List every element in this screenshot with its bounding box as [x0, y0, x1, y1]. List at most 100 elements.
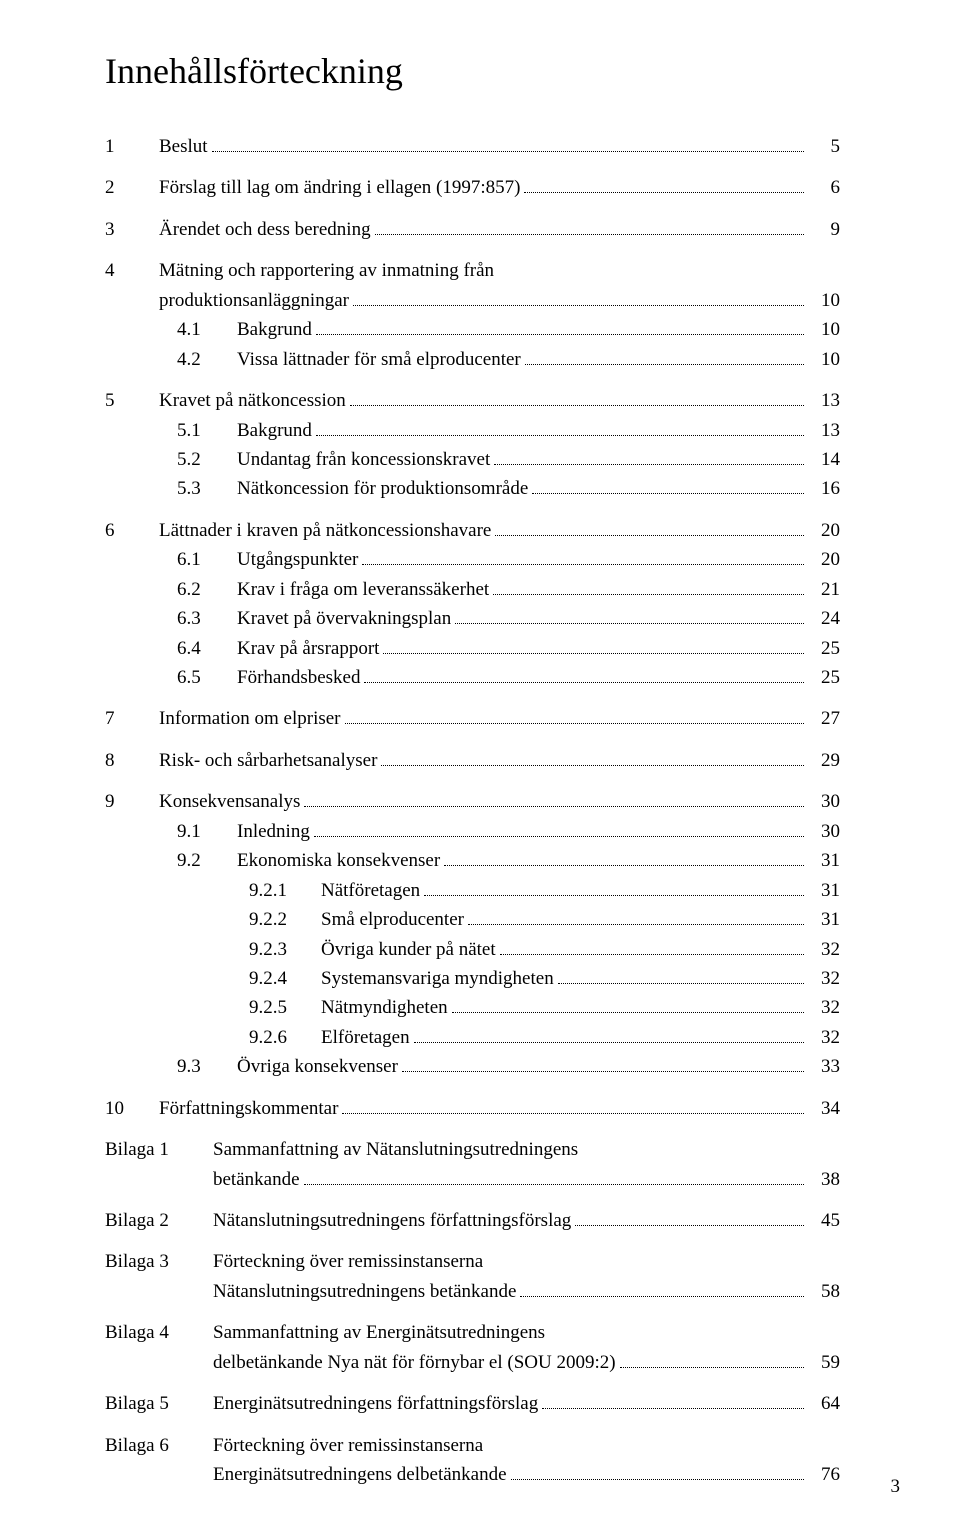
- toc-leader: [575, 1208, 804, 1226]
- toc-entry-page: 25: [808, 634, 840, 663]
- toc-entry: 4Mätning och rapportering av inmatning f…: [105, 256, 840, 315]
- toc-row: 2Förslag till lag om ändring i ellagen (…: [105, 173, 840, 202]
- toc-row: 4Mätning och rapportering av inmatning f…: [105, 256, 840, 285]
- toc-entry-text: Ärendet och dess beredning: [159, 215, 371, 244]
- toc-entry-text: Beslut: [159, 132, 208, 161]
- toc-entry-number: 9.2.4: [249, 964, 321, 993]
- toc-leader: [493, 577, 804, 595]
- toc-leader: [375, 217, 804, 235]
- toc-entry-page: 20: [808, 545, 840, 574]
- toc-entry: Bilaga 1Sammanfattning av Nätanslutnings…: [105, 1135, 840, 1194]
- toc-entry-text: Risk- och sårbarhetsanalyser: [159, 746, 377, 775]
- toc-entry-page: 21: [808, 575, 840, 604]
- toc-row: 7Information om elpriser27: [105, 704, 840, 733]
- toc-entry-text: Ekonomiska konsekvenser: [237, 846, 440, 875]
- toc-entry: 4.1Bakgrund10: [105, 315, 840, 344]
- toc-row: 9.2.6Elföretagen32: [105, 1023, 840, 1052]
- toc-entry-number: 5.3: [177, 474, 237, 503]
- toc-leader: [383, 635, 804, 653]
- toc-entry-text: Konsekvensanalys: [159, 787, 300, 816]
- toc-entry: 5.2Undantag från koncessionskravet14: [105, 445, 840, 474]
- toc-entry-number: 9.2.2: [249, 905, 321, 934]
- toc-entry: 9.3Övriga konsekvenser33: [105, 1052, 840, 1081]
- toc-entry-number: Bilaga 3: [105, 1247, 213, 1276]
- toc-entry-number: 9.2.1: [249, 876, 321, 905]
- toc-row: 5Kravet på nätkoncession13: [105, 386, 840, 415]
- toc-leader: [444, 848, 804, 866]
- toc-entry-number: 5.2: [177, 445, 237, 474]
- toc-entry-text: Elföretagen: [321, 1023, 410, 1052]
- toc-row: Bilaga 2Nätanslutningsutredningens förfa…: [105, 1206, 840, 1235]
- toc-entry: 9.2.2Små elproducenter31: [105, 905, 840, 934]
- toc-leader: [212, 134, 804, 152]
- toc-row: 4.2Vissa lättnader för små elproducenter…: [105, 345, 840, 374]
- toc-row: Bilaga 3Förteckning över remissinstanser…: [105, 1247, 840, 1276]
- toc-entry-text: Sammanfattning av Energinätsutredningens: [213, 1318, 545, 1347]
- toc-entry-page: 25: [808, 663, 840, 692]
- toc-entry-page: 32: [808, 993, 840, 1022]
- toc-entry-number: 9.2.5: [249, 993, 321, 1022]
- toc-row: 5.3Nätkoncession för produktionsområde16: [105, 474, 840, 503]
- toc-entry-text: Lättnader i kraven på nätkoncessionshava…: [159, 516, 491, 545]
- toc-entry-number: 4.2: [177, 345, 237, 374]
- toc-row: 9.2.1Nätföretagen31: [105, 876, 840, 905]
- toc-row: 8Risk- och sårbarhetsanalyser29: [105, 746, 840, 775]
- toc-entry-text: Förslag till lag om ändring i ellagen (1…: [159, 173, 520, 202]
- toc-entry-text: Krav i fråga om leveranssäkerhet: [237, 575, 489, 604]
- toc-entry-text: Bakgrund: [237, 315, 312, 344]
- toc-row: 4.1Bakgrund10: [105, 315, 840, 344]
- toc-row: 6.1Utgångspunkter20: [105, 545, 840, 574]
- toc-entry-number: 6.1: [177, 545, 237, 574]
- toc-entry-text: Energinätsutredningens författningsförsl…: [213, 1389, 538, 1418]
- toc-entry: Bilaga 3Förteckning över remissinstanser…: [105, 1247, 840, 1306]
- toc-leader: [520, 1279, 804, 1297]
- toc-row: 10Författningskommentar34: [105, 1094, 840, 1123]
- toc-entry-number: Bilaga 2: [105, 1206, 213, 1235]
- toc-entry-text: Inledning: [237, 817, 310, 846]
- toc-leader: [542, 1391, 804, 1409]
- toc-leader: [468, 907, 804, 925]
- toc-entry-text: Vissa lättnader för små elproducenter: [237, 345, 521, 374]
- toc-entry-text: Kravet på övervakningsplan: [237, 604, 451, 633]
- toc-row: 9Konsekvensanalys30: [105, 787, 840, 816]
- page-number: 3: [891, 1476, 901, 1498]
- toc-entry-number: 9.2.6: [249, 1023, 321, 1052]
- toc-row: produktionsanläggningar10: [105, 286, 840, 315]
- toc-entry-number: 4: [105, 256, 159, 285]
- toc-entry-text: Små elproducenter: [321, 905, 464, 934]
- toc-entry: 6.1Utgångspunkter20: [105, 545, 840, 574]
- toc-entry-page: 20: [808, 516, 840, 545]
- toc-entry-text: Förteckning över remissinstanserna: [213, 1431, 483, 1460]
- toc-entry-text: Förteckning över remissinstanserna: [213, 1247, 483, 1276]
- toc-entry-page: 59: [808, 1348, 840, 1377]
- toc-row: 9.2Ekonomiska konsekvenser31: [105, 846, 840, 875]
- toc-entry-number: 5.1: [177, 416, 237, 445]
- toc-entry-number: 5: [105, 386, 159, 415]
- toc-entry-text: Författningskommentar: [159, 1094, 338, 1123]
- toc-entry-page: 31: [808, 846, 840, 875]
- toc-row: 9.2.3Övriga kunder på nätet32: [105, 935, 840, 964]
- toc-title: Innehållsförteckning: [105, 50, 840, 92]
- toc-row: 6.5Förhandsbesked25: [105, 663, 840, 692]
- toc-entry: 9.2Ekonomiska konsekvenser31: [105, 846, 840, 875]
- document-page: Innehållsförteckning 1Beslut52Förslag ti…: [0, 0, 960, 1530]
- toc-entry-number: 6.5: [177, 663, 237, 692]
- toc-entry: 4.2Vissa lättnader för små elproducenter…: [105, 345, 840, 374]
- toc-leader: [353, 288, 804, 306]
- toc-entry-page: 38: [808, 1165, 840, 1194]
- toc-row: 3Ärendet och dess beredning9: [105, 215, 840, 244]
- toc-row: Bilaga 4Sammanfattning av Energinätsutre…: [105, 1318, 840, 1347]
- toc-row: 9.2.4Systemansvariga myndigheten32: [105, 964, 840, 993]
- toc-entry: 6.5Förhandsbesked25: [105, 663, 840, 692]
- toc-entry: 9.2.3Övriga kunder på nätet32: [105, 935, 840, 964]
- toc-entry: Bilaga 2Nätanslutningsutredningens förfa…: [105, 1206, 840, 1235]
- toc-entry-number: 8: [105, 746, 159, 775]
- toc-entry-text: Övriga kunder på nätet: [321, 935, 496, 964]
- toc-entry-page: 13: [808, 386, 840, 415]
- toc-leader: [316, 317, 804, 335]
- toc-entry-text: Undantag från koncessionskravet: [237, 445, 490, 474]
- toc-entry-text: Information om elpriser: [159, 704, 341, 733]
- toc-entry-page: 32: [808, 964, 840, 993]
- toc-entry-number: Bilaga 6: [105, 1431, 213, 1460]
- toc-leader: [402, 1054, 804, 1072]
